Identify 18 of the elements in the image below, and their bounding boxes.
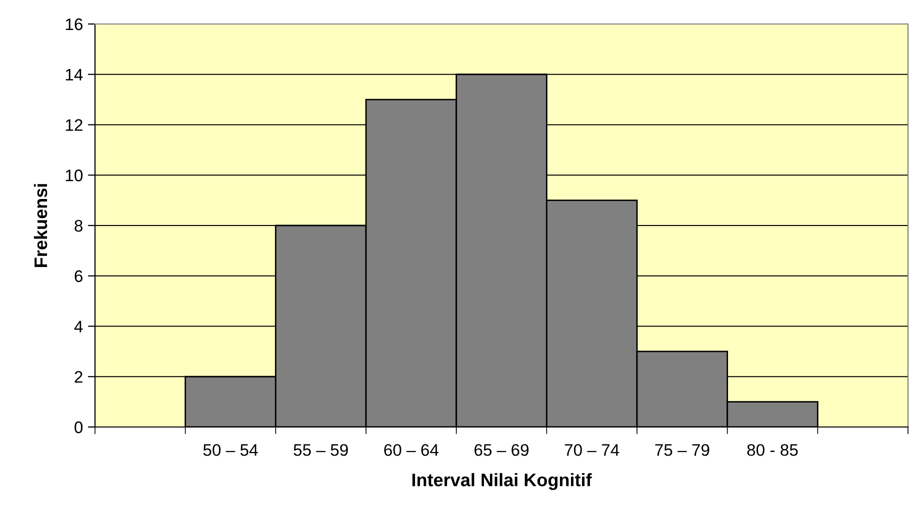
y-tick-label: 8 (74, 220, 82, 232)
x-tick-label: 65 – 69 (474, 444, 529, 456)
x-tick-label: 75 – 79 (655, 444, 710, 456)
x-tick-label: 55 – 59 (294, 444, 348, 456)
x-tick-label: 80 - 85 (747, 444, 798, 456)
x-tick-label: 60 – 64 (384, 444, 438, 456)
y-axis-title: Frekuensi (34, 184, 48, 267)
x-tick-label: 50 – 54 (203, 444, 258, 456)
y-tick-label: 0 (74, 421, 83, 434)
y-tick-label: 16 (66, 18, 82, 30)
x-tick-label: 70 – 74 (564, 444, 620, 456)
y-tick-label: 14 (66, 68, 83, 80)
y-tick-label: 2 (74, 371, 82, 383)
y-tick-label: 4 (74, 320, 83, 332)
x-axis-title: Interval Nilai Kognitif (412, 473, 592, 490)
y-tick-label: 6 (74, 270, 82, 282)
y-tick-label: 12 (66, 119, 82, 131)
y-tick-label: 10 (66, 170, 83, 182)
